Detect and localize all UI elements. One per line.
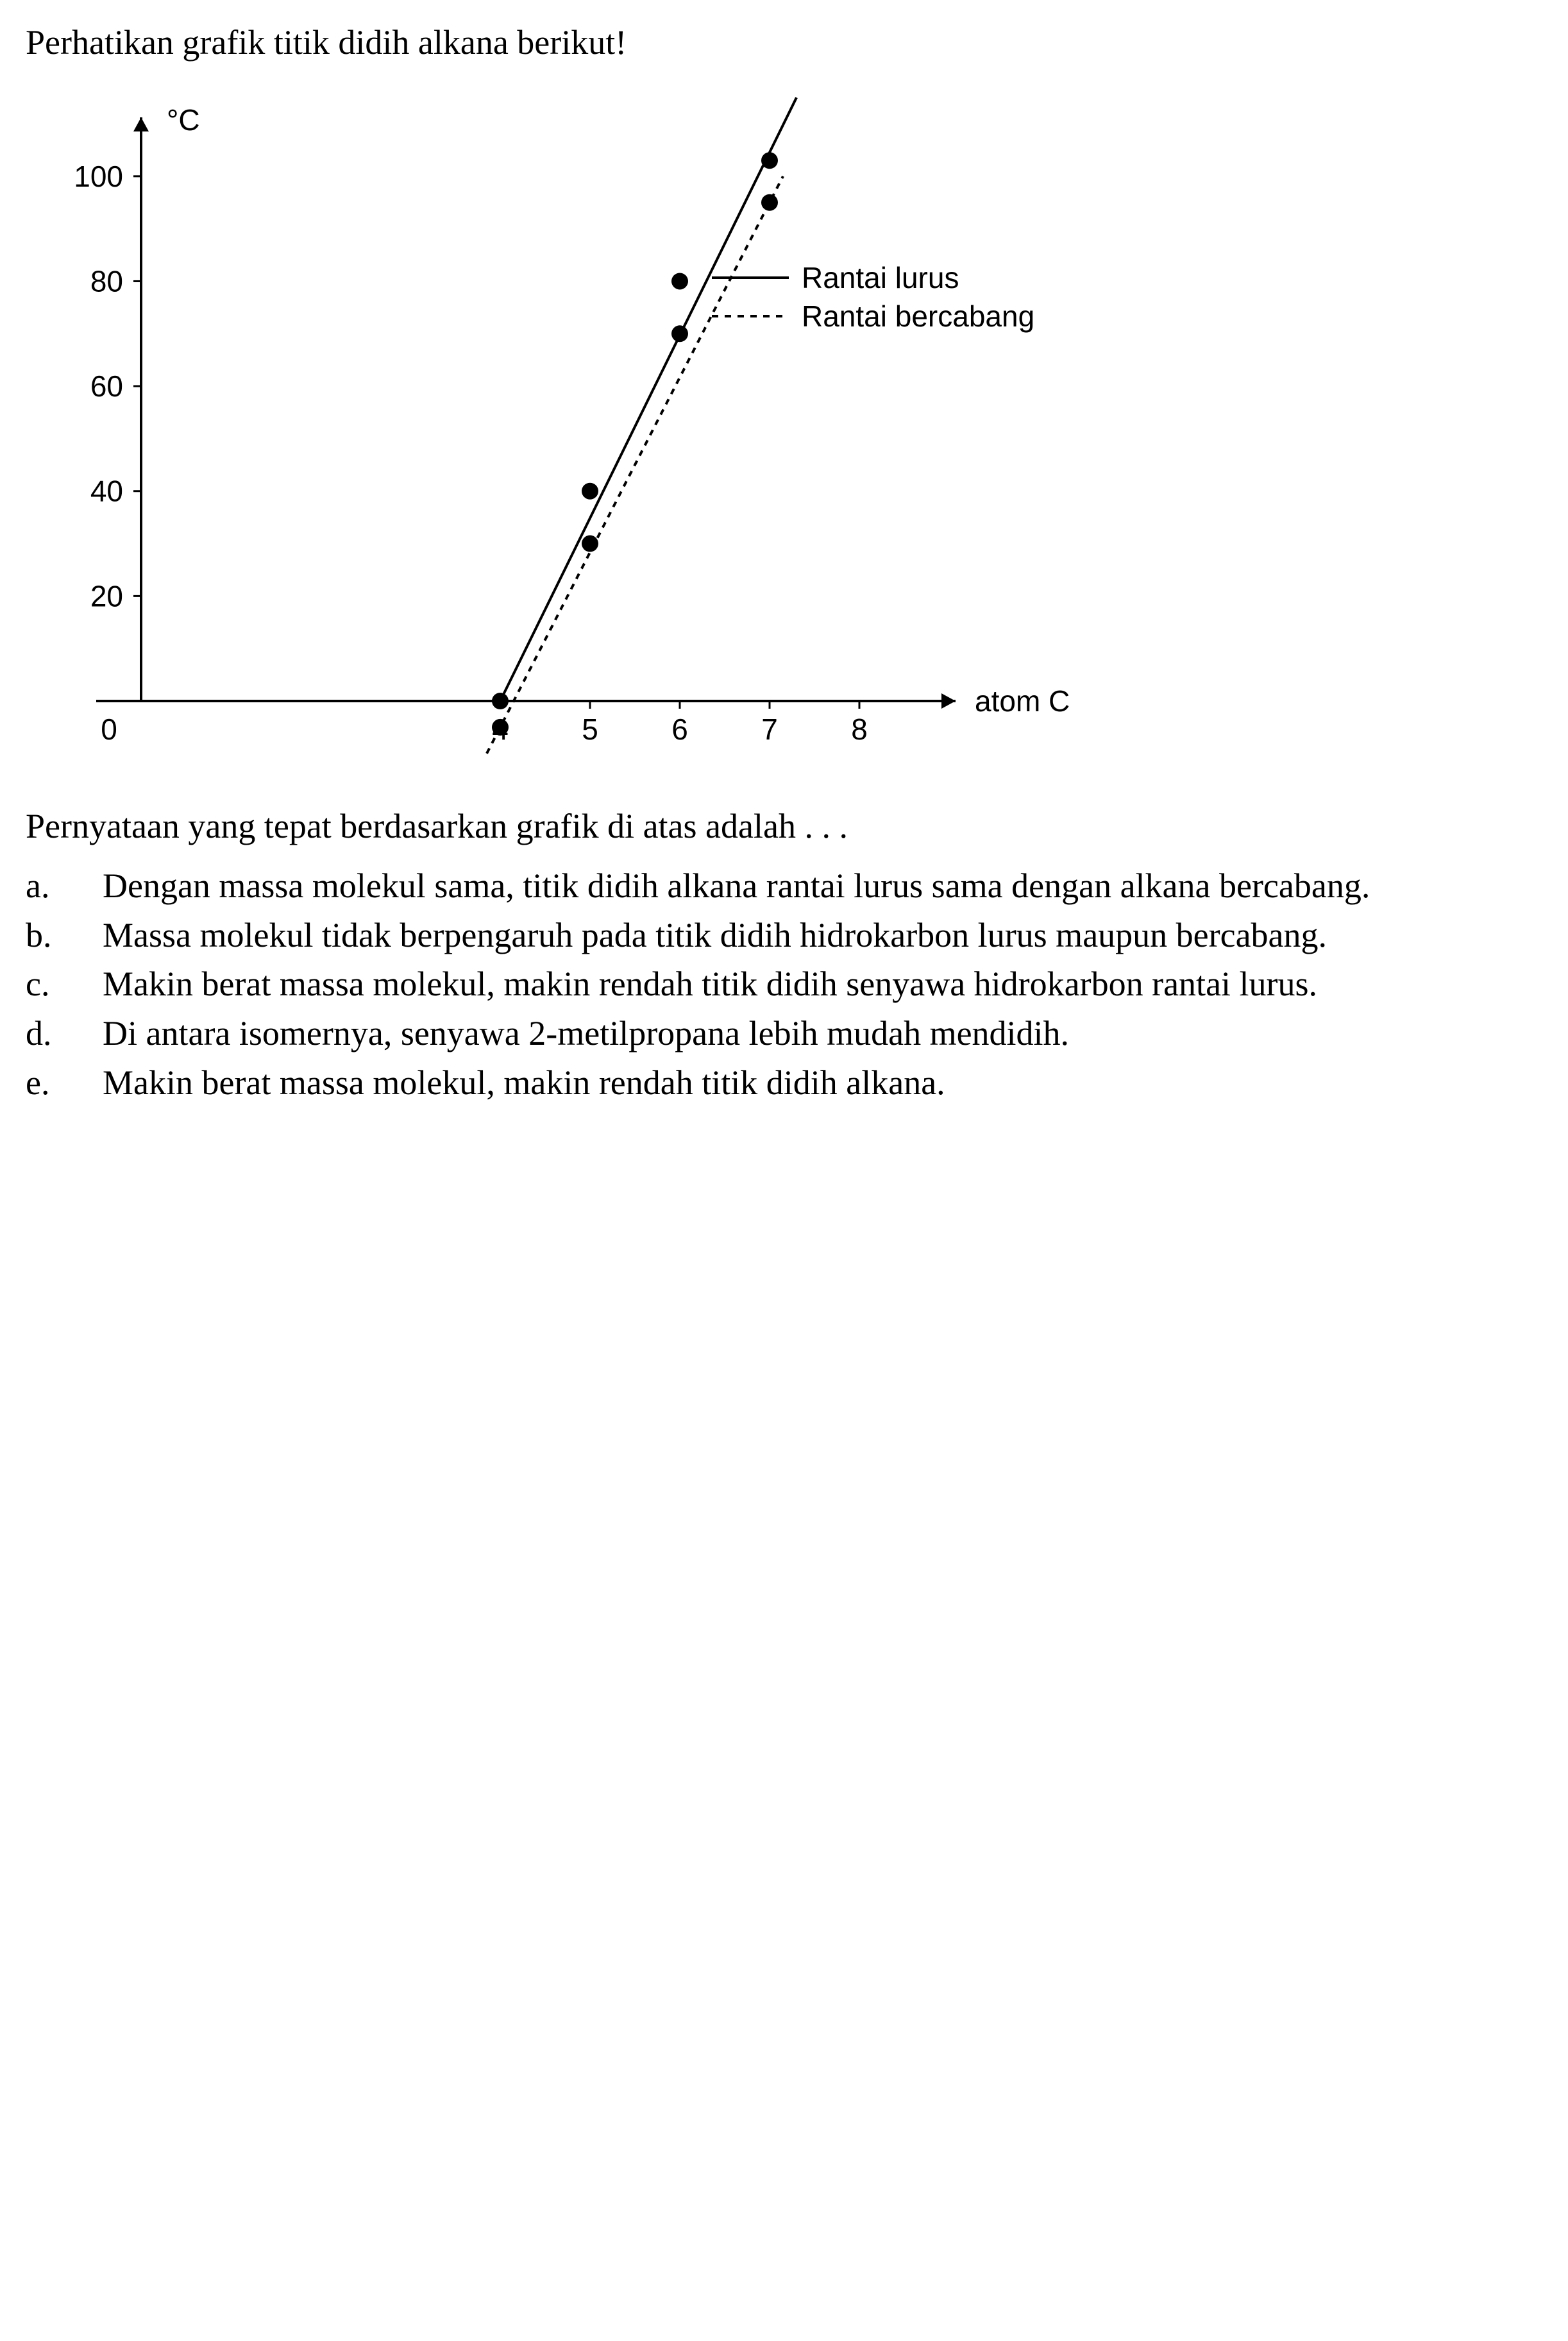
question-intro: Perhatikan grafik titik didih alkana ber… bbox=[26, 19, 1542, 66]
answer-options: a.Dengan massa molekul sama, titik didih… bbox=[26, 863, 1542, 1106]
option-letter: e. bbox=[26, 1060, 103, 1106]
option-letter: c. bbox=[26, 961, 103, 1008]
option-letter: d. bbox=[26, 1010, 103, 1057]
data-point bbox=[761, 152, 778, 169]
x-tick-label: 8 bbox=[851, 713, 868, 746]
data-point bbox=[671, 325, 688, 342]
option-text: Makin berat massa molekul, makin rendah … bbox=[103, 1060, 1542, 1106]
x-tick-label: 6 bbox=[671, 713, 688, 746]
series-line bbox=[500, 97, 797, 701]
data-point bbox=[671, 273, 688, 289]
y-tick-label: 40 bbox=[90, 475, 123, 508]
legend-label: Rantai bercabang bbox=[802, 300, 1034, 333]
chart-svg: °C20406080100045678atom CRantai lurusRan… bbox=[26, 72, 1244, 778]
x-tick-label: 5 bbox=[582, 713, 598, 746]
data-point bbox=[492, 693, 509, 709]
y-tick-label: 20 bbox=[90, 579, 123, 613]
data-point bbox=[582, 535, 598, 552]
answer-option: a.Dengan massa molekul sama, titik didih… bbox=[26, 863, 1542, 909]
y-tick-label: 100 bbox=[74, 160, 123, 193]
series-line bbox=[487, 176, 783, 754]
answer-option: d.Di antara isomernya, senyawa 2-metilpr… bbox=[26, 1010, 1542, 1057]
option-letter: a. bbox=[26, 863, 103, 909]
option-letter: b. bbox=[26, 912, 103, 959]
option-text: Di antara isomernya, senyawa 2-metilprop… bbox=[103, 1010, 1542, 1057]
data-point bbox=[582, 483, 598, 500]
answer-option: c.Makin berat massa molekul, makin renda… bbox=[26, 961, 1542, 1008]
option-text: Massa molekul tidak berpengaruh pada tit… bbox=[103, 912, 1542, 959]
answer-option: e.Makin berat massa molekul, makin renda… bbox=[26, 1060, 1542, 1106]
question-prompt: Pernyataan yang tepat berdasarkan grafik… bbox=[26, 803, 1542, 850]
legend-label: Rantai lurus bbox=[802, 261, 959, 294]
y-tick-label: 80 bbox=[90, 264, 123, 298]
data-point bbox=[761, 194, 778, 211]
y-axis-unit: °C bbox=[167, 103, 200, 137]
option-text: Dengan massa molekul sama, titik didih a… bbox=[103, 863, 1542, 909]
answer-option: b.Massa molekul tidak berpengaruh pada t… bbox=[26, 912, 1542, 959]
boiling-point-chart: °C20406080100045678atom CRantai lurusRan… bbox=[26, 72, 1542, 790]
y-tick-label: 60 bbox=[90, 369, 123, 403]
data-point bbox=[492, 719, 509, 736]
option-text: Makin berat massa molekul, makin rendah … bbox=[103, 961, 1542, 1008]
x-tick-label: 0 bbox=[101, 713, 117, 746]
x-tick-label: 7 bbox=[761, 713, 778, 746]
x-axis-label: atom C bbox=[975, 684, 1070, 718]
